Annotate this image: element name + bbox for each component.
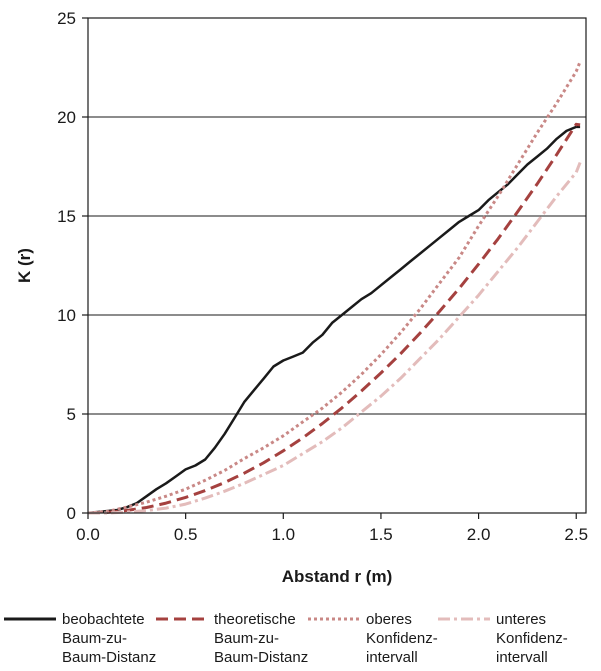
series-lines <box>87 61 582 515</box>
gridlines <box>88 116 586 415</box>
x-tick-label-5: 2.5 <box>564 525 588 544</box>
series-line-observed <box>87 125 581 515</box>
legend-item-observed: beobachtete Baum-zu- Baum-Distanz <box>2 610 156 667</box>
series-line-lower-ci <box>88 161 582 515</box>
legend-label-theoretical: theoretische Baum-zu- Baum-Distanz <box>214 611 309 666</box>
y-tick-label-1: 5 <box>67 405 76 424</box>
legend-swatch-theoretical <box>156 617 208 621</box>
legend: beobachtete Baum-zu- Baum-Distanz theore… <box>0 610 601 671</box>
legend-item-lower-ci: unteres Konfidenz- intervall <box>436 610 568 667</box>
x-axis-ticks: 0.0 0.5 1.0 1.5 2.0 2.5 <box>76 513 588 544</box>
y-axis-title: K (r) <box>15 248 34 283</box>
legend-item-upper-ci: oberes Konfidenz- intervall <box>306 610 438 667</box>
x-tick-label-0: 0.0 <box>76 525 100 544</box>
legend-swatch-upper-ci <box>308 617 360 621</box>
y-tick-label-2: 10 <box>57 306 76 325</box>
plot-area-frame <box>87 17 587 514</box>
legend-label-lower-ci: unteres Konfidenz- intervall <box>496 611 568 666</box>
y-tick-label-0: 0 <box>67 504 76 523</box>
x-tick-label-4: 2.0 <box>467 525 491 544</box>
y-axis-ticks: 0 5 10 15 20 25 <box>57 9 88 523</box>
x-tick-label-3: 1.5 <box>369 525 393 544</box>
y-tick-label-3: 15 <box>57 207 76 226</box>
x-axis-title: Abstand r (m) <box>282 567 393 586</box>
series-line-upper-ci <box>87 61 582 515</box>
k-function-chart: 0.0 0.5 1.0 1.5 2.0 2.5 0 5 10 15 20 25 Abstand r … <box>15 9 588 586</box>
x-tick-label-1: 0.5 <box>174 525 198 544</box>
y-tick-label-4: 20 <box>57 108 76 127</box>
series-line-theoretical <box>87 122 581 515</box>
legend-item-theoretical: theoretische Baum-zu- Baum-Distanz <box>154 610 308 667</box>
legend-swatch-observed <box>4 617 56 621</box>
legend-label-observed: beobachtete Baum-zu- Baum-Distanz <box>62 611 157 666</box>
x-tick-label-2: 1.0 <box>271 525 295 544</box>
y-tick-label-5: 25 <box>57 9 76 28</box>
legend-swatch-lower-ci <box>438 617 490 621</box>
legend-label-upper-ci: oberes Konfidenz- intervall <box>366 611 438 666</box>
